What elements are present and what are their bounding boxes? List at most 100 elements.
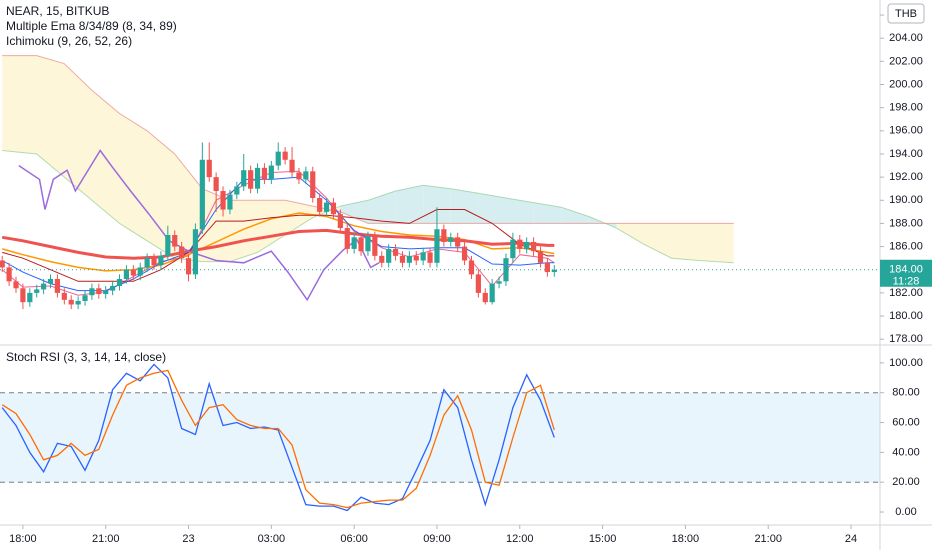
- cloud-fill: [423, 185, 451, 224]
- line-series: [18, 149, 380, 302]
- candle-body: [103, 290, 109, 295]
- candle-body: [82, 295, 88, 302]
- cloud-fill: [340, 200, 368, 224]
- candle-body: [503, 258, 509, 282]
- candle-body: [420, 252, 426, 261]
- candle-body: [248, 170, 254, 189]
- candle-body: [510, 239, 516, 259]
- cloud-fill: [2, 55, 37, 154]
- y-tick-label: 40.00: [892, 446, 920, 458]
- y-tick-label: 180.00: [889, 310, 923, 322]
- candle-body: [489, 283, 495, 303]
- x-tick-label: 18:00: [672, 533, 700, 545]
- candle-body: [47, 279, 54, 284]
- indicator-legend: Multiple Ema 8/34/89 (8, 34, 89): [6, 19, 177, 33]
- candle-body: [537, 251, 544, 263]
- candle-body: [530, 241, 537, 252]
- overlay: NEAR, 15, BITKUB Multiple Ema 8/34/89 (8…: [6, 3, 932, 364]
- line-series: [2, 150, 734, 264]
- candle-body: [241, 170, 247, 187]
- line-series: [1, 228, 555, 260]
- cloud-fill: [36, 55, 65, 178]
- candle-body: [0, 260, 5, 268]
- currency-label: THB: [895, 8, 917, 20]
- candle-body: [261, 167, 268, 180]
- y-tick-label: 192.00: [889, 171, 923, 183]
- candle-body: [455, 237, 461, 247]
- candle-body: [365, 236, 371, 252]
- line-series: [2, 55, 734, 224]
- indicator-legend: Ichimoku (9, 26, 52, 26): [6, 34, 132, 48]
- candle-body: [192, 229, 199, 275]
- cloud-fill: [699, 223, 734, 263]
- candle-body: [392, 248, 399, 256]
- cloud-fill: [644, 223, 672, 259]
- line-series: [1, 369, 555, 509]
- x-tick-label: 03:00: [258, 533, 286, 545]
- candle-body: [144, 258, 150, 268]
- cloud-fill: [450, 188, 479, 224]
- band-fill: [0, 392, 880, 483]
- candle-body: [123, 269, 130, 280]
- y-tick-label: 182.00: [889, 287, 923, 299]
- last-price-label: 184.00: [889, 264, 923, 276]
- cloud-fill: [119, 113, 148, 241]
- candle-body: [441, 229, 447, 242]
- cloud-fill: [616, 223, 644, 245]
- line-series: [1, 212, 555, 272]
- candle-body: [310, 171, 316, 198]
- candle-body: [199, 159, 205, 230]
- y-tick-label: 190.00: [889, 194, 923, 206]
- y-tick-label: 188.00: [889, 217, 923, 229]
- cloud-fill: [395, 185, 424, 224]
- candle-body: [54, 279, 61, 293]
- x-tick-label: 21:00: [92, 533, 120, 545]
- candle-body: [268, 165, 274, 180]
- cloud-fill: [257, 200, 286, 253]
- symbol-title: NEAR, 15, BITKUB: [6, 4, 109, 18]
- candle-body: [524, 241, 530, 249]
- candle-body: [75, 301, 81, 305]
- candle-body: [61, 292, 67, 300]
- cloud-fill: [561, 207, 589, 224]
- candle-body: [6, 267, 12, 282]
- candle-body: [68, 299, 74, 305]
- cloud-fill: [285, 200, 313, 235]
- candle-body: [116, 279, 123, 286]
- price-plot: [0, 55, 880, 310]
- y-tick-label: 80.00: [892, 387, 920, 399]
- x-tick-label: 23: [182, 533, 194, 545]
- candle-body: [351, 237, 357, 249]
- candle-body: [413, 255, 419, 261]
- candle-body: [372, 236, 378, 256]
- candle-body: [179, 246, 185, 259]
- candle-body: [130, 269, 136, 276]
- candle-body: [275, 151, 281, 166]
- x-tick-label: 21:00: [754, 533, 782, 545]
- candle-body: [158, 255, 164, 266]
- y-tick-label: 196.00: [889, 125, 923, 137]
- candle-body: [220, 191, 226, 210]
- candle-body: [482, 292, 488, 303]
- candle-body: [337, 214, 343, 229]
- candle-body: [399, 255, 406, 263]
- x-tick-label: 12:00: [506, 533, 534, 545]
- candle-body: [496, 281, 502, 284]
- candle-body: [282, 151, 288, 160]
- candle-body: [27, 292, 33, 303]
- candle-body: [34, 289, 40, 293]
- cloud-fill: [368, 191, 396, 224]
- candle-body: [151, 258, 157, 266]
- y-tick-label: 200.00: [889, 78, 923, 90]
- candle-body: [386, 248, 392, 263]
- candle-body: [137, 267, 143, 276]
- cloud-fill: [533, 202, 562, 224]
- candle-body: [461, 246, 468, 261]
- candle-body: [427, 252, 433, 263]
- candle-body: [323, 202, 330, 212]
- countdown-label: 11:28: [893, 276, 920, 288]
- y-tick-label: 100.00: [889, 357, 923, 369]
- cloud-fill: [64, 63, 92, 201]
- cloud-fill: [506, 198, 534, 224]
- indicator-legend: Stoch RSI (3, 3, 14, 14, close): [6, 350, 166, 364]
